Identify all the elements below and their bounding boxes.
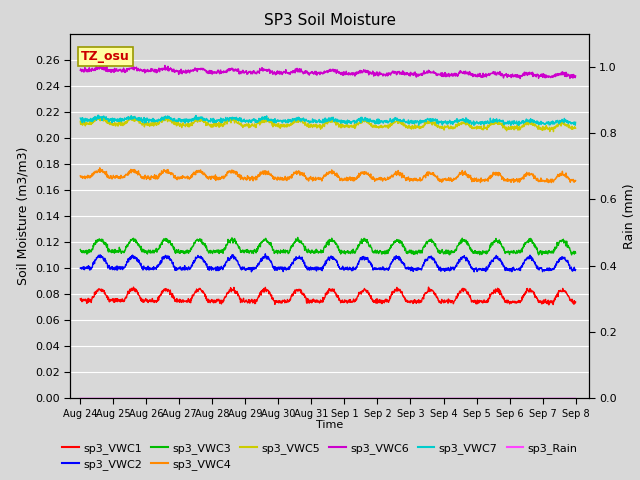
sp3_VWC4 [135,171,143,177]
Line: sp3_VWC3: sp3_VWC3 [80,238,575,255]
sp3_VWC7 [297,116,305,122]
sp3_VWC6 [297,66,305,72]
sp3_VWC5 [550,129,557,134]
sp3_VWC4 [76,173,84,179]
sp3_VWC5 [572,125,579,131]
sp3_VWC5 [115,122,122,128]
sp3_Rain [572,396,579,401]
sp3_VWC4 [287,174,294,180]
sp3_VWC1 [135,293,143,299]
sp3_VWC7 [515,122,522,128]
Y-axis label: Soil Moisture (m3/m3): Soil Moisture (m3/m3) [17,147,29,285]
sp3_VWC3 [572,250,579,256]
X-axis label: Time: Time [316,420,343,430]
sp3_VWC5 [358,118,366,124]
sp3_VWC5 [76,119,84,124]
sp3_Rain [76,396,84,401]
sp3_VWC6 [306,71,314,76]
sp3_VWC6 [115,68,122,74]
sp3_VWC2 [306,265,314,271]
sp3_VWC2 [572,266,579,272]
sp3_VWC3 [115,250,122,255]
sp3_VWC2 [135,259,143,264]
sp3_VWC5 [130,114,138,120]
Text: TZ_osu: TZ_osu [81,50,129,63]
sp3_VWC1 [572,299,579,305]
sp3_Rain [287,396,294,401]
sp3_Rain [135,396,143,401]
Legend: sp3_VWC1, sp3_VWC2, sp3_VWC3, sp3_VWC4, sp3_VWC5, sp3_VWC6, sp3_VWC7, sp3_Rain: sp3_VWC1, sp3_VWC2, sp3_VWC3, sp3_VWC4, … [58,438,582,474]
sp3_Rain [115,396,122,401]
sp3_VWC1 [306,297,314,303]
sp3_VWC3 [358,238,366,243]
sp3_VWC4 [572,178,579,183]
sp3_VWC6 [358,70,366,75]
sp3_VWC3 [294,235,301,240]
sp3_VWC2 [358,257,366,263]
sp3_VWC7 [306,118,314,124]
Line: sp3_VWC7: sp3_VWC7 [80,115,575,125]
Line: sp3_VWC6: sp3_VWC6 [80,65,575,79]
sp3_VWC1 [358,288,366,294]
sp3_VWC4 [358,170,366,176]
Line: sp3_VWC2: sp3_VWC2 [80,254,575,272]
sp3_VWC3 [568,252,575,258]
sp3_VWC6 [76,68,84,73]
sp3_Rain [306,396,314,401]
sp3_VWC7 [76,115,84,121]
sp3_VWC4 [548,180,556,185]
sp3_VWC1 [287,295,294,301]
sp3_VWC5 [306,124,314,130]
sp3_VWC2 [287,262,294,267]
Title: SP3 Soil Moisture: SP3 Soil Moisture [264,13,396,28]
sp3_VWC6 [516,76,524,82]
sp3_VWC1 [545,302,553,308]
sp3_VWC4 [297,170,305,176]
sp3_VWC1 [115,297,122,303]
sp3_VWC7 [287,117,294,123]
sp3_VWC6 [135,67,143,72]
sp3_VWC6 [572,73,579,79]
sp3_VWC5 [135,120,143,126]
sp3_VWC2 [115,265,122,271]
sp3_Rain [358,396,366,401]
sp3_VWC2 [470,269,478,275]
sp3_VWC3 [297,240,305,246]
sp3_VWC3 [135,241,143,247]
sp3_VWC5 [287,120,294,126]
sp3_VWC6 [161,62,169,68]
sp3_VWC2 [76,265,84,271]
sp3_VWC2 [297,256,305,262]
sp3_VWC6 [287,70,294,76]
sp3_VWC7 [94,112,102,118]
sp3_VWC4 [96,165,104,171]
Line: sp3_VWC4: sp3_VWC4 [80,168,575,182]
sp3_Rain [297,396,305,401]
sp3_VWC3 [287,245,294,251]
sp3_VWC4 [115,176,123,181]
sp3_VWC3 [76,247,84,252]
sp3_VWC7 [115,117,123,122]
Line: sp3_VWC5: sp3_VWC5 [80,117,575,132]
sp3_VWC3 [306,250,314,255]
Line: sp3_VWC1: sp3_VWC1 [80,287,575,305]
sp3_VWC5 [297,116,305,122]
sp3_VWC7 [572,120,579,125]
Y-axis label: Rain (mm): Rain (mm) [623,183,636,249]
sp3_VWC4 [306,175,314,181]
sp3_VWC2 [262,251,269,257]
sp3_VWC7 [135,117,143,123]
sp3_VWC1 [297,290,305,296]
sp3_VWC7 [358,117,366,122]
sp3_VWC1 [130,284,138,290]
sp3_VWC1 [76,296,84,302]
